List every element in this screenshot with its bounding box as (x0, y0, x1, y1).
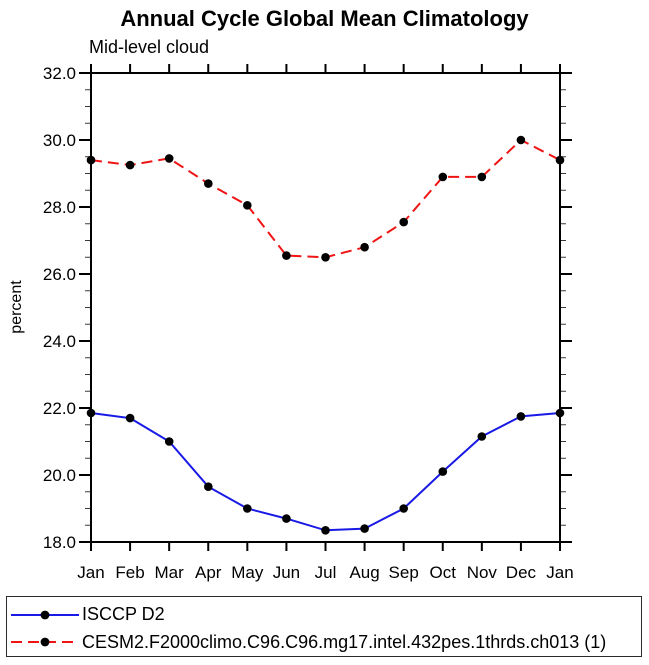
data-point-marker (438, 467, 448, 476)
axis-frame (90, 72, 561, 543)
x-tick-label: Mar (155, 563, 185, 582)
x-tick-label: Aug (349, 563, 379, 582)
legend-solid-line-icon (11, 610, 79, 620)
x-tick-label: Nov (467, 563, 498, 582)
chart-title: Annual Cycle Global Mean Climatology (120, 6, 529, 31)
data-point-marker (243, 201, 252, 210)
x-tick-label: Jan (77, 563, 104, 582)
y-tick-label: 20.0 (43, 466, 76, 485)
y-tick-label: 28.0 (43, 198, 76, 217)
y-tick-labels: 18.0 20.0 22.0 24.0 26.0 28.0 30.0 32.0 (43, 64, 76, 552)
data-point-marker (86, 155, 96, 165)
x-tick-label: Dec (506, 563, 537, 582)
x-tick-label: Apr (195, 563, 222, 582)
x-tick-label: Feb (115, 563, 144, 582)
series-line (90, 412, 561, 532)
data-point-marker (164, 154, 174, 163)
data-point-marker (204, 179, 213, 188)
legend-label-cesm2: CESM2.F2000climo.C96.C96.mg17.intel.432p… (82, 631, 607, 652)
legend-box: ISCCP D2 CESM2.F2000climo.C96.C96.mg17.i… (6, 596, 642, 657)
data-point-marker (555, 155, 565, 165)
data-point-marker (516, 412, 526, 421)
data-point-marker (360, 524, 369, 533)
data-point-marker (399, 217, 409, 227)
y-axis-ticks (79, 72, 572, 543)
data-point-marker (438, 172, 448, 182)
data-point-marker (360, 242, 369, 252)
data-point-marker (125, 413, 135, 423)
x-tick-label: Sep (389, 563, 419, 582)
x-tick-label: Oct (430, 563, 457, 582)
data-point-marker (204, 482, 213, 492)
y-tick-label: 30.0 (43, 131, 76, 150)
data-point-marker (86, 408, 96, 418)
data-point-marker (282, 514, 291, 523)
data-point-marker (282, 251, 291, 260)
data-point-marker (477, 172, 487, 182)
data-point-marker (125, 160, 135, 170)
series-cesm2 (86, 135, 565, 262)
data-point-marker (555, 408, 565, 418)
x-tick-label: May (231, 563, 264, 582)
data-point-marker (516, 135, 526, 145)
month-labels: Jan Feb Mar Apr May Jun Jul Aug Sep Oct Nov Dec Jan (77, 563, 573, 582)
legend-item-isccp: ISCCP D2 (11, 601, 641, 629)
chart-subtitle: Mid-level cloud (89, 37, 210, 57)
y-tick-label: 32.0 (43, 64, 76, 83)
legend-item-cesm2: CESM2.F2000climo.C96.C96.mg17.intel.432p… (11, 629, 641, 657)
data-point-marker (243, 504, 252, 513)
x-axis-ticks (90, 64, 561, 551)
legend-label-isccp: ISCCP D2 (82, 604, 165, 625)
y-tick-label: 26.0 (43, 265, 76, 284)
y-tick-label: 22.0 (43, 399, 76, 418)
legend-marker-dot-icon (40, 637, 50, 647)
x-tick-label: Jan (546, 563, 573, 582)
y-tick-label: 18.0 (43, 533, 76, 552)
legend-marker-dot-icon (40, 610, 50, 620)
x-tick-label: Jul (315, 563, 337, 582)
plot-area: 18.0 20.0 22.0 24.0 26.0 28.0 30.0 32.0 Jan Feb Ma… (43, 64, 574, 582)
data-point-marker (477, 432, 487, 441)
data-point-marker (321, 526, 330, 535)
series-isccp (86, 408, 565, 535)
y-tick-label: 24.0 (43, 332, 76, 351)
series-line (90, 138, 561, 259)
legend-dashed-line-icon (11, 637, 79, 647)
data-point-marker (321, 252, 330, 262)
data-point-marker (399, 504, 409, 513)
x-tick-label: Jun (273, 563, 300, 582)
data-point-marker (164, 437, 174, 446)
